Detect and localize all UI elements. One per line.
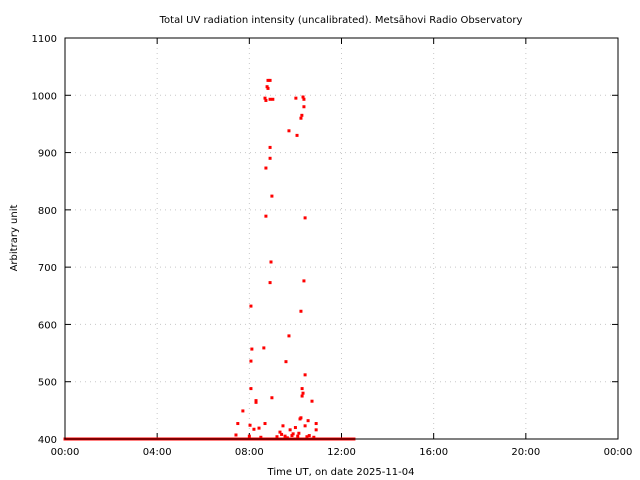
data-point — [236, 422, 240, 426]
data-point — [300, 113, 304, 117]
data-point — [259, 435, 263, 439]
data-point — [303, 373, 307, 377]
data-point — [303, 216, 307, 220]
data-point — [248, 423, 252, 427]
plot-frame — [64, 37, 619, 440]
data-point — [294, 96, 298, 100]
y-tick-label: 1100 — [32, 34, 57, 45]
data-point — [268, 97, 272, 101]
data-point — [291, 432, 295, 436]
data-point — [268, 145, 272, 149]
x-tick-label: 04:00 — [143, 447, 172, 458]
data-point — [265, 85, 269, 89]
data-point — [252, 427, 256, 431]
data-point — [266, 78, 270, 82]
data-point — [293, 426, 297, 430]
data-point — [296, 434, 300, 438]
x-tick-label: 08:00 — [235, 447, 264, 458]
data-point — [299, 116, 303, 120]
y-tick-label: 500 — [38, 378, 57, 389]
data-point — [249, 304, 253, 308]
x-tick-label: 12:00 — [327, 447, 356, 458]
data-point — [283, 434, 287, 438]
data-point — [310, 399, 314, 403]
data-point — [306, 419, 310, 423]
data-point — [288, 428, 292, 432]
data-point — [295, 133, 299, 137]
data-point — [302, 105, 306, 109]
data-point — [270, 194, 274, 198]
data-point — [281, 424, 285, 428]
y-tick-label: 400 — [38, 435, 57, 446]
y-tick-label: 600 — [38, 320, 57, 331]
data-point — [287, 129, 291, 133]
data-point — [268, 78, 272, 82]
data-point — [312, 435, 316, 439]
data-point — [234, 433, 238, 437]
data-point — [285, 436, 289, 440]
data-point — [299, 309, 303, 313]
data-point — [303, 424, 307, 428]
data-point — [280, 432, 284, 436]
data-point — [300, 394, 304, 398]
data-point — [314, 422, 318, 426]
data-point — [301, 95, 305, 99]
data-point — [249, 359, 253, 363]
data-point — [314, 428, 318, 432]
data-point — [278, 430, 282, 434]
data-point — [269, 260, 273, 264]
data-point — [270, 396, 274, 400]
data-point — [264, 98, 268, 102]
grid — [65, 38, 618, 439]
data-point — [263, 422, 267, 426]
data-point — [241, 409, 245, 413]
chart-title: Total UV radiation intensity (uncalibrat… — [159, 15, 523, 26]
y-tick-label: 1000 — [32, 91, 57, 102]
x-tick-label: 20:00 — [511, 447, 540, 458]
x-tick-label: 00:00 — [51, 447, 80, 458]
data-point — [287, 334, 291, 338]
data-point — [301, 391, 305, 395]
data-point — [297, 431, 301, 435]
data-point — [284, 360, 288, 364]
y-axis-label: Arbitrary unit — [9, 205, 20, 272]
data-point — [298, 417, 302, 421]
data-point — [263, 96, 267, 100]
data-point — [247, 434, 251, 438]
data-point — [262, 346, 266, 350]
data-points — [63, 78, 356, 441]
data-point — [307, 434, 311, 438]
data-point — [254, 400, 258, 404]
data-point — [264, 214, 268, 218]
data-point — [249, 387, 253, 391]
data-point — [305, 435, 309, 439]
data-point — [300, 387, 304, 391]
y-tick-label: 900 — [38, 149, 57, 160]
axis-ticks: 00:00 04:00 08:00 12:00 16:00 20:00 00:0040050… — [32, 34, 633, 458]
data-point — [266, 86, 270, 90]
x-tick-label: 00:00 — [604, 447, 633, 458]
data-point — [268, 281, 272, 285]
data-point — [290, 434, 294, 438]
data-point — [275, 435, 279, 439]
x-tick-label: 16:00 — [419, 447, 448, 458]
data-point — [264, 166, 268, 170]
data-point — [254, 399, 258, 403]
y-tick-label: 800 — [38, 206, 57, 217]
data-point — [257, 426, 261, 430]
data-point — [268, 156, 272, 160]
data-point — [271, 97, 275, 101]
data-point — [250, 347, 254, 351]
y-tick-label: 700 — [38, 263, 57, 274]
x-axis-label: Time UT, on date 2025-11-04 — [267, 467, 415, 478]
data-point — [302, 279, 306, 283]
data-point — [302, 97, 306, 101]
